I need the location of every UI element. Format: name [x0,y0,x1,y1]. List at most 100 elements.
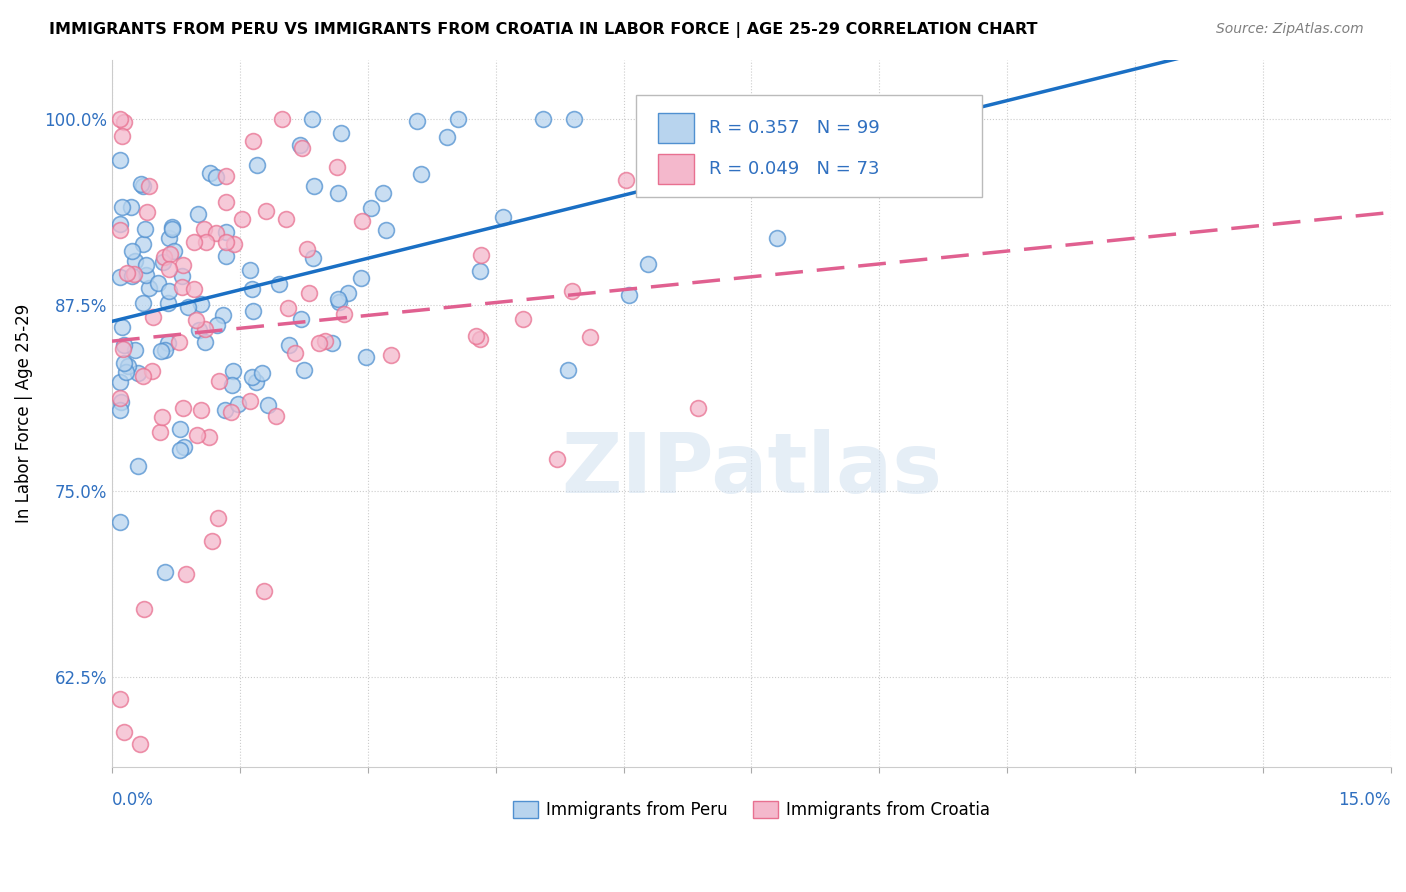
Point [200,534,222,549]
Point [240,369,263,384]
Point [766,231,789,245]
Point [112,114,135,128]
Point [222,364,245,378]
Point [215,225,238,239]
Text: IMMIGRANTS FROM PERU VS IMMIGRANTS FROM CROATIA IN LABOR FORCE | AGE 25-29 CORRE: IMMIGRANTS FROM PERU VS IMMIGRANTS FROM … [49,22,1038,38]
Point [149,343,172,358]
Point [186,428,208,442]
Point [156,336,179,351]
Point [132,237,155,252]
Point [619,288,641,302]
Point [169,442,191,457]
Point [302,179,325,194]
Point [153,566,176,580]
Point [124,254,146,268]
Point [245,375,267,389]
Point [141,364,163,378]
Point [129,737,152,751]
Point [284,346,307,360]
Point [222,237,245,252]
Point [157,261,180,276]
Point [214,403,236,417]
Point [360,201,382,215]
Point [157,284,180,298]
Point [131,368,153,383]
Point [228,397,250,411]
Point [110,516,132,530]
Text: R = 0.357   N = 99: R = 0.357 N = 99 [709,120,880,137]
Point [308,336,330,351]
Point [290,312,312,326]
Point [470,264,492,278]
Point [135,258,157,272]
Point [120,200,142,214]
Point [380,348,402,362]
Point [215,194,238,209]
Legend: Immigrants from Peru, Immigrants from Croatia: Immigrants from Peru, Immigrants from Cr… [506,794,997,825]
Point [328,293,350,307]
Point [112,342,135,356]
Point [239,263,262,277]
Point [176,300,198,314]
Point [110,691,132,706]
Point [371,186,394,200]
Point [152,255,174,269]
Point [124,343,146,358]
Point [122,267,145,281]
Point [207,510,229,524]
Point [277,338,299,352]
Point [121,244,143,259]
Point [292,363,315,377]
Point [325,160,347,174]
Point [436,130,458,145]
Point [375,223,398,237]
Point [127,459,149,474]
Point [337,286,360,301]
Point [111,129,134,144]
Point [246,158,269,172]
Point [219,405,242,419]
Point [110,395,132,409]
Point [240,282,263,296]
Point [616,173,638,187]
Point [242,134,264,148]
Point [110,112,132,127]
Point [350,214,373,228]
Point [328,295,350,310]
Point [578,329,600,343]
Point [211,308,233,322]
Point [156,296,179,310]
Point [194,334,217,349]
Point [136,204,159,219]
Point [253,584,276,599]
Point [197,430,219,444]
Point [132,295,155,310]
FancyBboxPatch shape [658,113,695,143]
Text: R = 0.049   N = 73: R = 0.049 N = 73 [709,161,880,178]
Point [135,268,157,282]
Point [562,112,585,127]
Point [328,186,350,200]
Point [170,268,193,283]
Point [190,297,212,311]
Point [314,334,336,348]
Point [167,334,190,349]
Point [110,223,132,237]
Point [183,235,205,249]
FancyBboxPatch shape [658,154,695,184]
Point [172,401,194,416]
Point [637,257,659,271]
Point [330,126,353,140]
Point [333,307,356,321]
Point [162,222,184,236]
Point [111,200,134,214]
Point [153,250,176,264]
Point [409,167,432,181]
Point [557,363,579,377]
Point [193,222,215,236]
Point [149,425,172,439]
Point [270,112,292,127]
Point [127,366,149,380]
Point [492,210,515,224]
Point [187,207,209,221]
